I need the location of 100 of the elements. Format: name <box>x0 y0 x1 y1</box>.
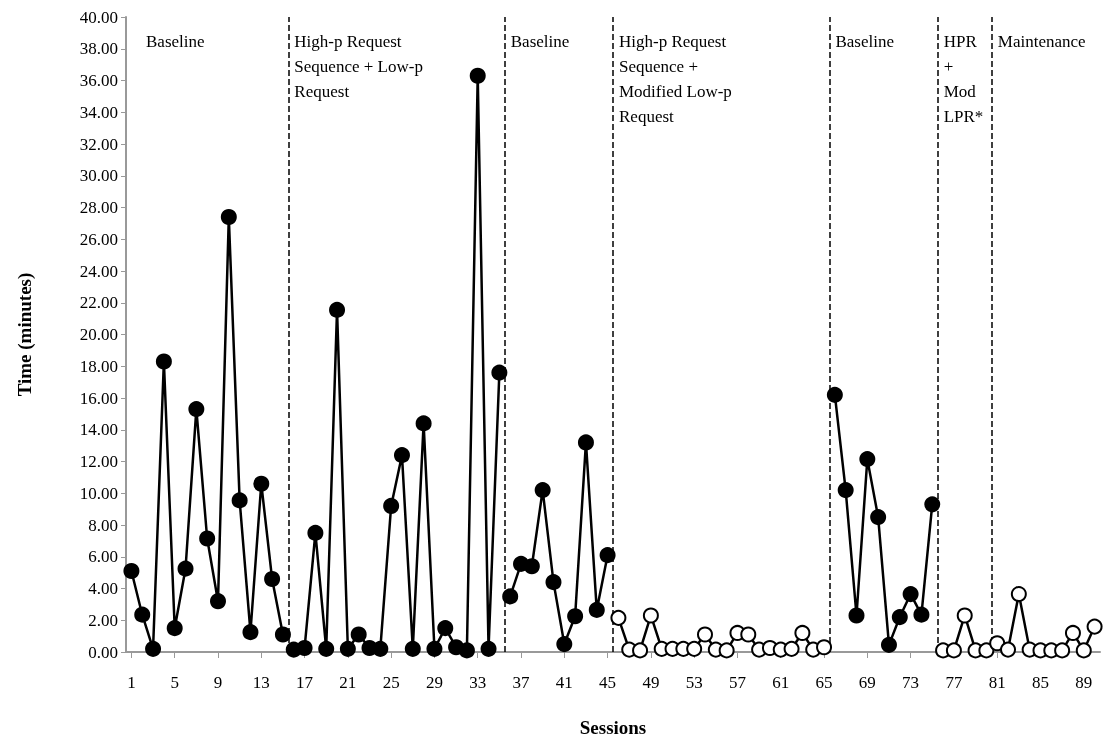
point <box>502 588 519 605</box>
point <box>816 639 833 656</box>
y-tick-label: 18.00 <box>79 356 118 376</box>
point <box>296 640 313 657</box>
annotation: Baseline <box>510 32 570 51</box>
point <box>588 601 605 618</box>
point <box>242 624 259 641</box>
x-tick-label: 81 <box>988 673 1006 692</box>
x-tick-label: 1 <box>127 673 136 692</box>
x-tick-label: 77 <box>945 673 963 692</box>
x-axis-title: Sessions <box>579 717 647 738</box>
point <box>166 620 183 637</box>
y-tick-label: 4.00 <box>88 579 118 598</box>
point <box>783 640 800 657</box>
x-tick-label: 45 <box>599 673 617 692</box>
point <box>134 606 151 623</box>
y-tick-label: 30.00 <box>79 166 118 186</box>
x-tick-label: 69 <box>858 673 876 692</box>
point <box>339 640 356 657</box>
point <box>523 558 540 575</box>
y-tick-label: 28.00 <box>79 198 118 217</box>
point <box>610 609 627 626</box>
point <box>945 642 962 659</box>
y-tick-label: 10.00 <box>79 483 118 503</box>
point <box>372 640 389 657</box>
point <box>826 386 843 403</box>
point <box>740 626 757 643</box>
point <box>794 624 811 641</box>
point <box>199 530 216 547</box>
point <box>1010 586 1027 603</box>
point <box>383 497 400 514</box>
point <box>220 209 237 226</box>
annotation: Baseline <box>835 32 894 51</box>
y-tick-label: 38.00 <box>79 39 118 59</box>
annotation: Maintenance <box>997 32 1086 51</box>
point <box>902 586 919 603</box>
x-tick-label: 61 <box>772 673 790 692</box>
point <box>329 301 346 318</box>
y-axis-title: Time (minutes) <box>14 272 36 397</box>
point <box>891 609 908 626</box>
x-tick-label: 37 <box>512 673 531 692</box>
y-tick-label: 16.00 <box>79 388 118 408</box>
point <box>274 626 291 643</box>
point <box>534 482 551 499</box>
y-tick-label: 40.00 <box>79 7 118 27</box>
point <box>177 560 194 577</box>
point <box>426 640 443 657</box>
annotation: High-p Request Sequence + Modified Low-p Request <box>619 32 732 126</box>
point <box>718 642 735 659</box>
point <box>210 593 226 610</box>
point <box>686 640 703 657</box>
point <box>924 496 941 513</box>
point <box>1086 618 1103 635</box>
point <box>155 353 172 370</box>
point <box>491 364 508 381</box>
point <box>697 626 713 643</box>
y-tick-label: 14.00 <box>79 420 118 440</box>
point <box>458 642 475 659</box>
point <box>415 415 432 432</box>
point <box>567 608 584 625</box>
point <box>642 607 659 624</box>
point <box>837 482 854 499</box>
y-tick-label: 12.00 <box>79 452 118 471</box>
x-tick-label: 41 <box>555 673 573 692</box>
point <box>848 607 865 624</box>
x-tick-label: 33 <box>469 673 487 692</box>
x-tick-label: 21 <box>339 673 357 692</box>
y-tick-label: 36.00 <box>79 71 118 90</box>
x-tick-label: 5 <box>170 673 179 692</box>
point <box>870 509 887 526</box>
point <box>480 640 497 657</box>
point <box>880 636 897 653</box>
annotation: High-p Request Sequence + Low-p Request <box>294 32 423 101</box>
point <box>913 606 930 623</box>
y-tick-label: 22.00 <box>79 293 118 313</box>
point <box>632 642 649 659</box>
point <box>393 447 410 464</box>
point <box>231 492 248 509</box>
point <box>1075 642 1092 659</box>
point <box>545 574 562 591</box>
point <box>404 640 421 657</box>
y-tick-label: 8.00 <box>88 515 118 535</box>
point <box>188 401 205 418</box>
y-tick-label: 34.00 <box>79 102 118 122</box>
x-tick-label: 57 <box>728 673 747 692</box>
point <box>599 547 616 564</box>
point <box>350 626 367 643</box>
point <box>253 475 270 492</box>
point <box>318 640 335 657</box>
point <box>437 620 454 637</box>
point <box>978 642 995 659</box>
point <box>307 524 324 541</box>
y-tick-label: 6.00 <box>88 547 118 567</box>
x-tick-label: 17 <box>296 673 314 692</box>
y-tick-label: 26.00 <box>79 229 118 249</box>
x-tick-label: 65 <box>815 673 833 692</box>
x-tick-label: 73 <box>902 673 920 692</box>
x-tick-label: 85 <box>1031 673 1049 692</box>
point <box>1000 641 1017 658</box>
annotation: HPR + Mod LPR* <box>943 32 984 126</box>
